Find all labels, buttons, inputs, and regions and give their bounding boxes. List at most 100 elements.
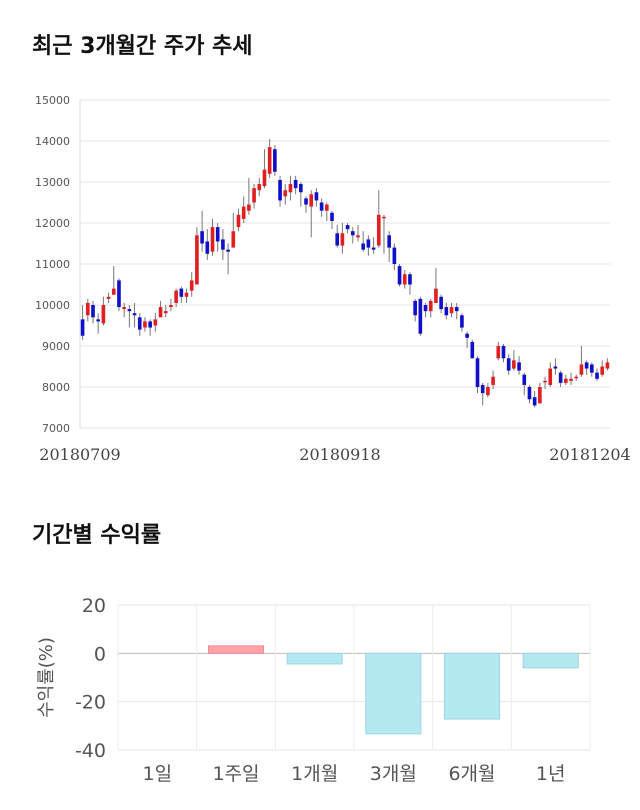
candle-body xyxy=(454,307,459,312)
candle-body xyxy=(241,206,246,219)
candle-body xyxy=(382,216,386,219)
candle-body xyxy=(252,188,256,203)
candle-body xyxy=(148,321,152,328)
candle-body xyxy=(564,378,568,383)
returns-bar xyxy=(207,645,265,654)
candle-body xyxy=(553,366,558,369)
candle-body xyxy=(517,362,521,371)
trend-y-tick-label: 14000 xyxy=(35,135,70,148)
returns-x-tick-label: 6개월 xyxy=(448,763,495,785)
candle-body xyxy=(366,239,371,248)
candle-body xyxy=(80,319,85,336)
candle-body xyxy=(506,358,511,371)
trend-x-ticks: 20180709 20180918 20181204 xyxy=(39,445,630,464)
candle-body xyxy=(418,298,423,334)
candle-body xyxy=(460,315,464,328)
trend-chart-title: 최근 3개월간 주가 추세 xyxy=(32,34,253,59)
candle-body xyxy=(273,149,277,172)
candle-body xyxy=(283,190,288,197)
candle-body xyxy=(361,243,366,250)
trend-grid xyxy=(79,99,610,429)
returns-y-tick-label: -40 xyxy=(75,740,106,762)
candle-body xyxy=(340,233,345,246)
candle-body xyxy=(595,372,599,379)
trend-y-ticks: 7000 8000 9000 10000 11000 12000 13000 14000 150… xyxy=(35,94,70,435)
returns-grid xyxy=(117,604,591,751)
candle-body xyxy=(371,247,376,250)
candle-body xyxy=(299,184,303,193)
candle-body xyxy=(392,247,397,264)
candle-body xyxy=(465,333,469,338)
trend-y-tick-label: 9000 xyxy=(42,340,70,353)
candle-body xyxy=(85,302,90,316)
candle-body xyxy=(174,290,178,303)
candle-body xyxy=(163,311,168,314)
candle-body xyxy=(158,307,163,318)
candle-body xyxy=(304,198,308,205)
candle-body xyxy=(449,307,454,314)
candle-body xyxy=(153,319,158,326)
candle-body xyxy=(543,380,547,383)
candle-body xyxy=(221,239,225,250)
candle-body xyxy=(179,288,184,297)
candle-body xyxy=(589,364,594,373)
candle-body xyxy=(434,288,438,303)
candle-body xyxy=(127,309,132,312)
candle-body xyxy=(226,249,230,252)
trend-y-tick-label: 8000 xyxy=(42,381,70,394)
trend-y-tick-label: 7000 xyxy=(42,422,70,435)
candle-body xyxy=(247,204,251,211)
trend-y-tick-label: 12000 xyxy=(35,217,70,230)
candle-body xyxy=(491,376,495,385)
candle-body xyxy=(262,169,267,187)
candle-body xyxy=(480,384,485,394)
trend-x-tick-label: 20181204 xyxy=(549,445,630,464)
candle-body xyxy=(444,307,449,316)
candle-body xyxy=(600,366,605,375)
returns-bar xyxy=(443,652,501,720)
returns-y-axis-label: 수익률(%) xyxy=(36,637,57,718)
trend-y-tick-label: 13000 xyxy=(35,176,70,189)
returns-y-tick-label: 0 xyxy=(94,643,106,665)
candle-body xyxy=(210,227,215,252)
trend-y-tick-label: 15000 xyxy=(35,94,70,107)
returns-x-tick-label: 1년 xyxy=(536,763,566,785)
candle-body xyxy=(314,192,319,201)
candle-body xyxy=(278,179,282,201)
candle-body xyxy=(205,241,210,254)
trend-candles xyxy=(80,138,610,408)
trend-y-tick-label: 10000 xyxy=(35,299,70,312)
candle-body xyxy=(293,179,298,189)
candle-body xyxy=(335,233,340,246)
candle-body xyxy=(413,300,417,316)
returns-bar xyxy=(365,652,422,735)
candle-body xyxy=(532,397,537,406)
candle-body xyxy=(538,387,542,404)
candle-body xyxy=(111,288,116,295)
candle-body xyxy=(122,307,126,310)
candle-body xyxy=(584,362,589,369)
candle-body xyxy=(189,280,194,291)
candle-body xyxy=(257,184,262,191)
returns-y-tick-label: -20 xyxy=(75,692,106,714)
trend-y-tick-label: 11000 xyxy=(35,258,70,271)
returns-bar-chart: -40 -20 0 20 1일 1주일 1개월 3개월 6개월 1년 수익률(%) xyxy=(36,595,591,785)
candle-body xyxy=(605,362,610,369)
candle-body xyxy=(558,372,563,383)
candle-body xyxy=(195,235,199,285)
candle-body xyxy=(101,305,106,324)
candle-body xyxy=(169,305,173,308)
returns-bar xyxy=(286,652,343,665)
returns-x-tick-label: 1일 xyxy=(143,763,173,785)
candle-body xyxy=(319,202,324,211)
candle-body xyxy=(231,231,236,248)
candle-body xyxy=(408,274,412,285)
candle-body xyxy=(215,227,220,242)
candle-body xyxy=(501,346,506,359)
candle-body xyxy=(475,358,480,387)
candle-body xyxy=(376,214,381,246)
candle-body xyxy=(143,321,147,328)
candle-body xyxy=(574,376,579,379)
returns-bar xyxy=(522,652,579,669)
returns-bars xyxy=(207,645,579,735)
